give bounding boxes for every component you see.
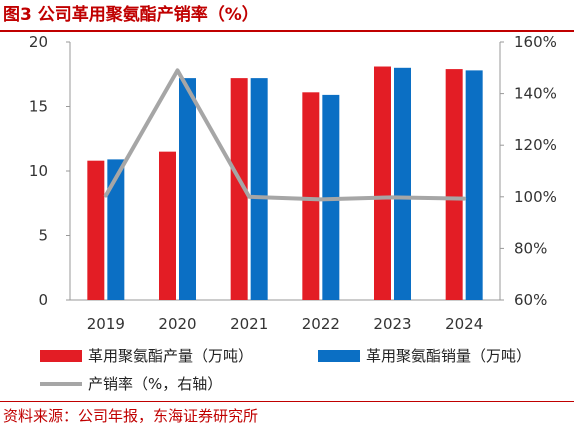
- left-tick-label: 20: [29, 33, 48, 51]
- bar-sales: [179, 78, 196, 301]
- chart-area: 0 5 10 15 20 60% 80% 100% 120% 140% 160% 2019 2020 20…: [29, 33, 557, 393]
- line-sell-through-rate: [103, 68, 467, 202]
- bar-production: [302, 92, 320, 300]
- bar-sales: [465, 70, 483, 300]
- bar-production: [374, 66, 391, 300]
- bar-sales: [107, 159, 125, 300]
- x-tick-label: 2022: [302, 315, 340, 333]
- x-tick-label: 2024: [445, 315, 483, 333]
- left-tick-label: 10: [29, 162, 48, 180]
- source-divider: [0, 401, 574, 402]
- left-tick-label: 0: [38, 291, 48, 309]
- bar-sales: [394, 67, 411, 300]
- legend-swatch: [40, 350, 82, 362]
- x-tick-label: 2021: [230, 315, 268, 333]
- legend-label: 产销率（%，右轴）: [88, 375, 222, 393]
- right-tick-label: 80%: [514, 239, 547, 257]
- bar-sales: [250, 78, 268, 301]
- x-tick-label: 2020: [158, 315, 196, 333]
- left-tick-label: 15: [29, 98, 48, 116]
- bar-production: [159, 151, 176, 300]
- legend-label: 革用聚氨酯产量（万吨）: [88, 347, 253, 365]
- legend-swatch: [318, 350, 360, 362]
- x-tick-label: 2023: [373, 315, 411, 333]
- left-tick-label: 5: [38, 227, 48, 245]
- right-tick-label: 140%: [514, 85, 557, 103]
- bar-production: [445, 69, 463, 300]
- source-note: 资料来源：公司年报，东海证券研究所: [3, 407, 259, 425]
- chart-title: 图3 公司革用聚氨酯产销率（%）: [3, 5, 259, 25]
- right-tick-label: 120%: [514, 136, 557, 154]
- bar-production: [230, 78, 248, 301]
- right-tick-label: 60%: [514, 291, 547, 309]
- title-divider: [0, 30, 574, 32]
- x-tick-label: 2019: [87, 315, 125, 333]
- right-tick-label: 160%: [514, 33, 557, 51]
- bar-production: [87, 160, 105, 300]
- legend-label: 革用聚氨酯销量（万吨）: [366, 347, 531, 365]
- right-tick-label: 100%: [514, 188, 557, 206]
